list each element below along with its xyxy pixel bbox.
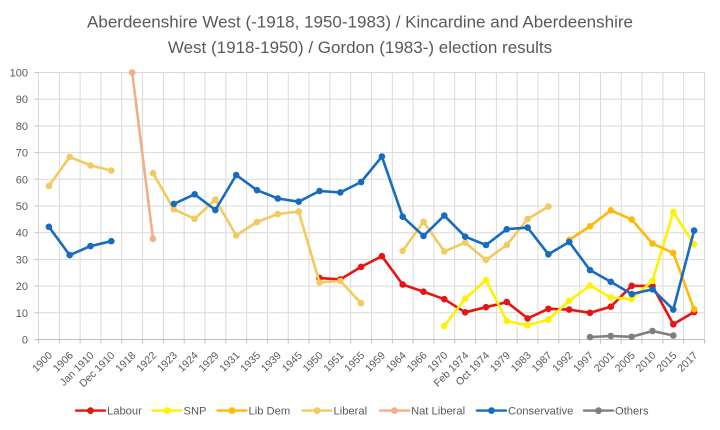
svg-text:Conservative: Conservative [508, 406, 573, 418]
svg-text:40: 40 [16, 228, 28, 240]
svg-text:80: 80 [16, 121, 28, 133]
svg-text:0: 0 [22, 335, 28, 347]
svg-text:Others: Others [615, 406, 649, 418]
svg-text:Nat Liberal: Nat Liberal [411, 406, 465, 418]
svg-text:West (1918-1950) / Gordon (198: West (1918-1950) / Gordon (1983-) electi… [168, 38, 552, 57]
svg-text:60: 60 [16, 174, 28, 186]
svg-text:Labour: Labour [107, 406, 142, 418]
svg-text:100: 100 [10, 68, 28, 80]
svg-text:30: 30 [16, 254, 28, 266]
svg-text:Aberdeenshire West (-1918, 195: Aberdeenshire West (-1918, 1950-1983) / … [87, 13, 633, 32]
svg-text:20: 20 [16, 281, 28, 293]
svg-text:SNP: SNP [184, 406, 207, 418]
svg-text:70: 70 [16, 148, 28, 160]
svg-text:Liberal: Liberal [334, 406, 368, 418]
svg-text:Lib Dem: Lib Dem [249, 406, 291, 418]
svg-text:90: 90 [16, 94, 28, 106]
svg-text:50: 50 [16, 201, 28, 213]
svg-text:10: 10 [16, 308, 28, 320]
